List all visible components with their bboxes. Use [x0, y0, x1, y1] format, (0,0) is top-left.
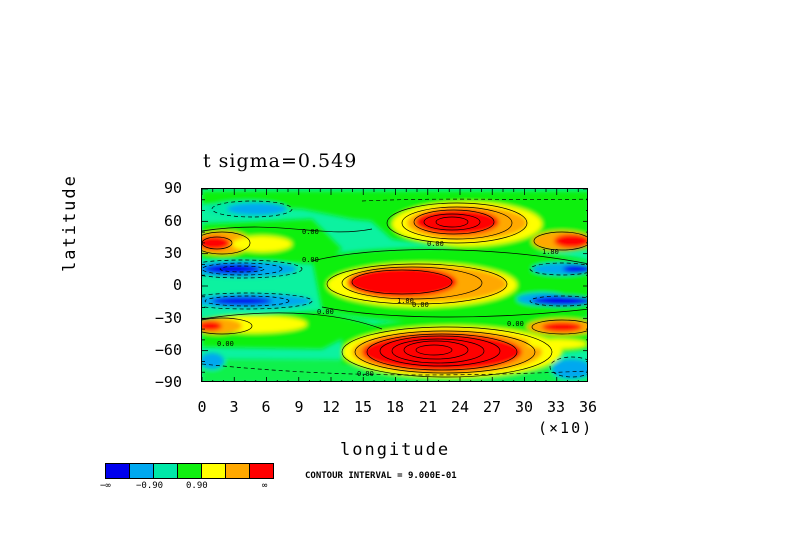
- plot-area: 0.00 0.00 0.00 0.00 0.00 0.00 0.00 0.00 1.80 1.80: [201, 188, 588, 382]
- x-tick-label: 33: [546, 398, 566, 416]
- contour-label: 0.00: [507, 320, 524, 328]
- x-tick-label: 6: [261, 398, 271, 416]
- x-tick-label: 24: [450, 398, 470, 416]
- colorbar-swatch: [153, 463, 178, 479]
- y-axis-label: latitude: [60, 174, 80, 272]
- red-sw: [202, 321, 222, 331]
- yellow-se: [527, 339, 587, 349]
- y-tick-label: 60: [163, 212, 182, 230]
- y-tick-label: 90: [163, 179, 182, 197]
- contour-label: 0.00: [412, 301, 429, 309]
- contour-label: 0.00: [217, 340, 234, 348]
- contour-label: 0.00: [317, 308, 334, 316]
- dark-blue-strip-s: [212, 297, 272, 305]
- blue-sw: [202, 353, 224, 369]
- y-tick-label: −90: [154, 373, 182, 391]
- dark-blue-strip-ne: [563, 265, 587, 273]
- red-se: [542, 322, 582, 332]
- y-tick-label: −60: [154, 341, 182, 359]
- y-tick-label: 30: [163, 244, 182, 262]
- contour-label: 1.80: [397, 297, 414, 305]
- x-tick-label: 15: [353, 398, 373, 416]
- contour-label: 0.00: [427, 240, 444, 248]
- contour-label: 0.00: [302, 228, 319, 236]
- blue-se: [552, 359, 587, 379]
- x-tick-label: 36: [578, 398, 598, 416]
- x-tick-label: 3: [229, 398, 239, 416]
- contour-label: 1.80: [542, 248, 559, 256]
- colorbar-swatch: [105, 463, 130, 479]
- x-tick-label: 9: [294, 398, 304, 416]
- x-tick-label: 12: [321, 398, 341, 416]
- y-tick-label: −30: [154, 309, 182, 327]
- x-tick-label: 18: [385, 398, 405, 416]
- chart-title: t sigma=0.549: [203, 150, 358, 172]
- colorbar-swatch: [249, 463, 274, 479]
- contour-interval-note: CONTOUR INTERVAL = 9.000E-01: [305, 471, 457, 481]
- x-tick-label: 0: [197, 398, 207, 416]
- heatmap-field: 0.000.000.000.000.000.000.000.001.801.80: [202, 189, 587, 381]
- colorbar-swatch: [225, 463, 250, 479]
- contour-label: 0.00: [357, 370, 374, 378]
- contour-labels: 0.000.000.000.000.000.000.000.001.801.80: [217, 228, 559, 378]
- y-tick-label: 0: [172, 276, 182, 294]
- x-axis-label: longitude: [340, 440, 451, 460]
- red-nw: [202, 236, 230, 250]
- colorbar-swatch: [129, 463, 154, 479]
- dark-blue-strip-n: [204, 264, 260, 274]
- yellow-nw: [232, 236, 292, 252]
- colorbar-swatch: [177, 463, 202, 479]
- contour-label: 0.00: [302, 256, 319, 264]
- colorbar-label: ∞: [262, 481, 268, 491]
- red-e: [554, 234, 587, 248]
- colorbar-label: −0.90: [136, 481, 164, 491]
- x-tick-label: 21: [418, 398, 438, 416]
- negative-contours: [202, 198, 587, 378]
- blue-nw: [227, 203, 287, 215]
- contour-lines: [202, 202, 587, 378]
- x-tick-label: 30: [514, 398, 534, 416]
- x-tick-label: 27: [482, 398, 502, 416]
- red-eq: [347, 267, 457, 297]
- dark-blue-strip-se: [532, 296, 587, 306]
- colorbar-label: −∞: [100, 481, 111, 491]
- x-axis-multiplier: (×10): [538, 419, 594, 437]
- colorbar: [105, 463, 274, 479]
- colorbar-swatch: [201, 463, 226, 479]
- colorbar-label: 0.90: [186, 481, 208, 491]
